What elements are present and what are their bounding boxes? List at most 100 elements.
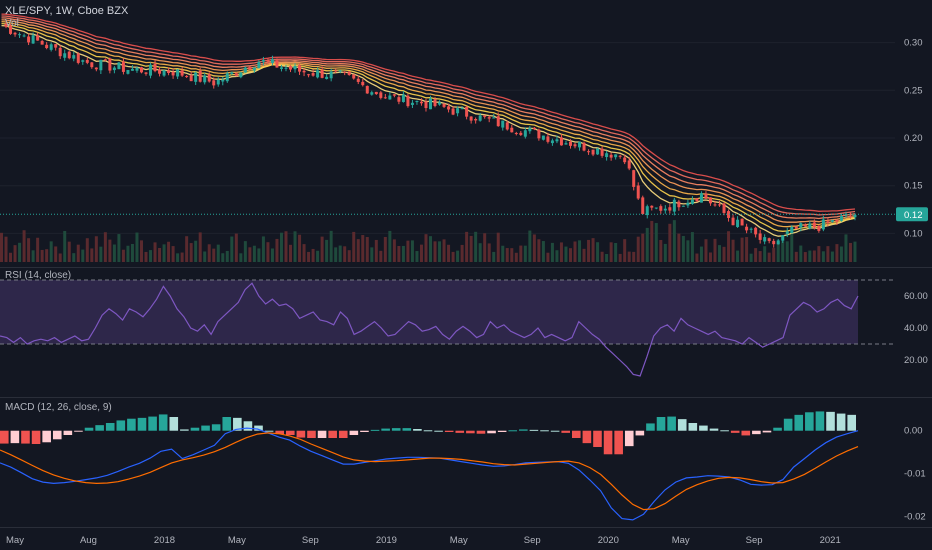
volume-bar [365,237,369,262]
volume-bar [40,249,44,262]
candle-body [76,53,80,63]
moving-average-ribbon-line [1,17,856,220]
volume-bar [654,223,658,262]
candle-body [203,75,207,83]
volume-bar [406,240,410,262]
volume-bar [465,231,469,262]
candle-body [171,71,175,76]
candle-body [763,237,767,242]
volume-bar [596,242,600,262]
candle-body [460,108,464,110]
macd-histogram-bar [688,423,698,431]
volume-bar [144,251,148,262]
candle-body [695,198,699,202]
volume-bar [126,245,130,262]
volume-bar [677,233,681,262]
macd-histogram-bar [730,430,740,433]
candle-body [632,170,636,187]
price-axis-tick-label: 0.30 [904,38,923,49]
volume-bar [252,245,256,262]
candle-body [483,115,487,117]
volume-bar [573,241,577,262]
volume-bar [668,223,672,262]
candle-body [686,202,690,206]
volume-bar [618,253,622,262]
volume-bar [501,245,505,262]
volume-bar [27,238,31,262]
volume-bar [555,250,559,262]
price-axis-tick-label: 0.20 [904,133,923,144]
volume-bar [239,253,243,262]
volume-bar [230,236,234,262]
candle-body [54,44,58,48]
x-axis-tick-label: Sep [302,535,319,546]
macd-axis-tick-label: -0.02 [904,511,926,522]
x-axis-tick-label: 2019 [376,535,397,546]
candle-body [139,67,143,73]
candle-body [112,67,116,71]
candle-body [22,35,26,37]
volume-bar [343,246,347,262]
volume-bar [383,236,387,262]
volume-bar [559,242,563,262]
macd-histogram-bar [635,430,645,436]
volume-bar [821,251,825,262]
candle-body [289,66,293,70]
candle-body [722,203,726,213]
candle-body [582,142,586,151]
candle-body [848,215,852,217]
volume-bar [167,241,171,262]
x-axis-tick-label: May [6,535,24,546]
candle-body [117,62,121,70]
candle-body [785,231,789,234]
volume-bar [663,243,667,262]
candle-body [212,80,216,86]
volume-bar [67,241,71,262]
volume-bar [410,240,414,262]
candle-body [216,79,220,85]
volume-bar [289,244,293,262]
macd-histogram-bar [656,417,666,431]
rsi-title[interactable]: RSI (14, close) [5,270,72,281]
candle-body [99,59,103,71]
candle-body [817,225,821,231]
candle-body [731,217,735,226]
candle-body [243,67,247,73]
candle-body [618,155,622,157]
volume-bar [103,232,107,262]
chart-title[interactable]: XLE/SPY, 1W, Cboe BZX [5,5,129,17]
candle-body [708,197,712,204]
macd-histogram-bar [561,430,570,433]
rsi-axis-tick-label: 40.00 [904,323,928,334]
volume-bar [76,244,80,262]
candle-body [406,95,410,107]
candle-body [167,70,171,74]
candle-body [158,69,162,74]
volume-bar [681,235,685,262]
candle-body [347,71,351,75]
candle-body [194,72,198,82]
candle-body [740,218,744,226]
macd-histogram-bar [370,429,380,431]
price-axis-tick-label: 0.25 [904,85,923,96]
macd-histogram-bar [826,411,835,431]
candle-body [40,40,44,45]
volume-bar [121,249,125,262]
volume-bar [397,245,401,262]
candle-body [103,59,107,61]
candle-body [338,70,342,72]
macd-title[interactable]: MACD (12, 26, close, 9) [5,402,112,413]
moving-average-ribbon-line [1,21,856,228]
candle-body [307,74,311,76]
volume-bar [347,250,351,262]
volume-bar [45,249,49,262]
volume-label[interactable]: Vol [5,18,19,29]
macd-histogram-bar [275,430,284,435]
volume-bar [758,251,762,262]
candle-body [18,34,22,36]
candle-body [293,66,297,70]
candle-body [153,63,157,72]
volume-bar [695,253,699,262]
volume-bar [469,235,473,262]
